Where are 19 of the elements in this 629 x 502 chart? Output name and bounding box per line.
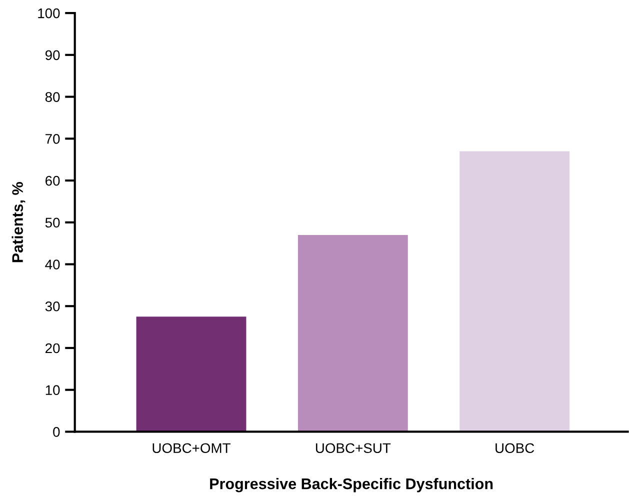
y-tick-label: 80 <box>45 92 60 102</box>
y-axis-title: Patients, % <box>12 182 26 262</box>
y-tick-label: 30 <box>45 301 60 312</box>
y-tick-label: 20 <box>46 343 60 354</box>
y-tick-label: 70 <box>46 134 60 144</box>
y-tick-label: 0 <box>53 427 60 437</box>
x-tick-label: UOBC+OMT <box>152 443 230 454</box>
y-tick-label: 60 <box>46 176 60 186</box>
y-tick-label: 50 <box>45 218 60 228</box>
y-tick-label: 10 <box>46 385 60 396</box>
y-tick-label: 100 <box>38 8 60 18</box>
bar <box>298 234 408 432</box>
x-tick-label: UOBC+SUT <box>316 443 391 454</box>
y-tick-label: 40 <box>45 260 60 270</box>
x-axis-title: Progressive Back-Specific Dysfunction <box>210 478 493 492</box>
y-tick-label: 90 <box>45 50 60 60</box>
bar <box>136 316 246 432</box>
x-tick-label: UOBC <box>496 443 534 454</box>
bar <box>460 151 570 432</box>
